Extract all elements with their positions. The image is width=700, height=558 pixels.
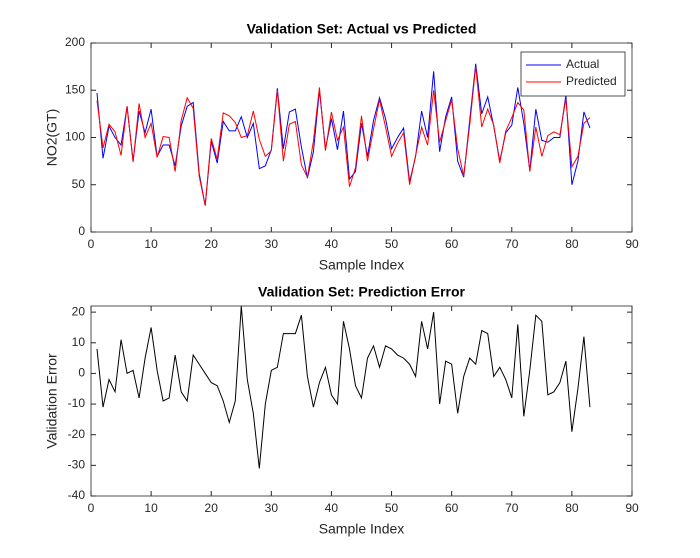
x-tick-label: 30 (265, 501, 279, 515)
x-tick-label: 30 (265, 237, 279, 251)
x-tick-label: 10 (144, 501, 158, 515)
x-tick-label: 60 (445, 501, 459, 515)
x-tick-label: 60 (445, 237, 459, 251)
y-tick-label: 0 (78, 366, 85, 380)
chart-title: Validation Set: Prediction Error (258, 284, 465, 300)
x-tick-label: 10 (144, 237, 158, 251)
y-tick-label: -20 (68, 427, 86, 441)
x-tick-label: 90 (625, 501, 639, 515)
y-tick-label: -40 (68, 488, 86, 502)
y-tick-label: 100 (65, 130, 85, 144)
x-axis-label: Sample Index (319, 257, 405, 273)
x-tick-label: 80 (565, 237, 579, 251)
legend-box (520, 51, 626, 97)
y-axis-label: NO2(GT) (44, 109, 60, 167)
x-axis-label: Sample Index (319, 521, 405, 537)
data-line (96, 66, 591, 206)
y-tick-label: 50 (72, 177, 86, 191)
y-tick-label: 20 (72, 304, 86, 318)
x-tick-label: 70 (505, 501, 519, 515)
x-tick-label: 50 (385, 501, 399, 515)
legend-label: Predicted (566, 74, 617, 88)
chart-title: Validation Set: Actual vs Predicted (247, 21, 477, 37)
x-tick-label: 20 (205, 237, 219, 251)
axes-box (90, 305, 633, 497)
x-tick-label: 80 (565, 501, 579, 515)
legend-label: Actual (566, 57, 599, 71)
y-axis-label: Validation Error (44, 353, 60, 449)
x-tick-label: 40 (325, 237, 339, 251)
y-tick-label: 200 (65, 35, 85, 49)
x-tick-label: 40 (325, 501, 339, 515)
x-tick-label: 50 (385, 237, 399, 251)
x-tick-label: 0 (88, 501, 95, 515)
x-tick-label: 90 (625, 237, 639, 251)
y-tick-label: 10 (72, 335, 86, 349)
x-tick-label: 70 (505, 237, 519, 251)
y-tick-label: -30 (68, 458, 86, 472)
x-tick-label: 0 (88, 237, 95, 251)
y-tick-label: 0 (78, 224, 85, 238)
plot-area (91, 306, 632, 496)
y-tick-label: -10 (68, 396, 86, 410)
data-line (96, 305, 591, 469)
x-tick-label: 20 (205, 501, 219, 515)
y-tick-label: 150 (65, 82, 85, 96)
